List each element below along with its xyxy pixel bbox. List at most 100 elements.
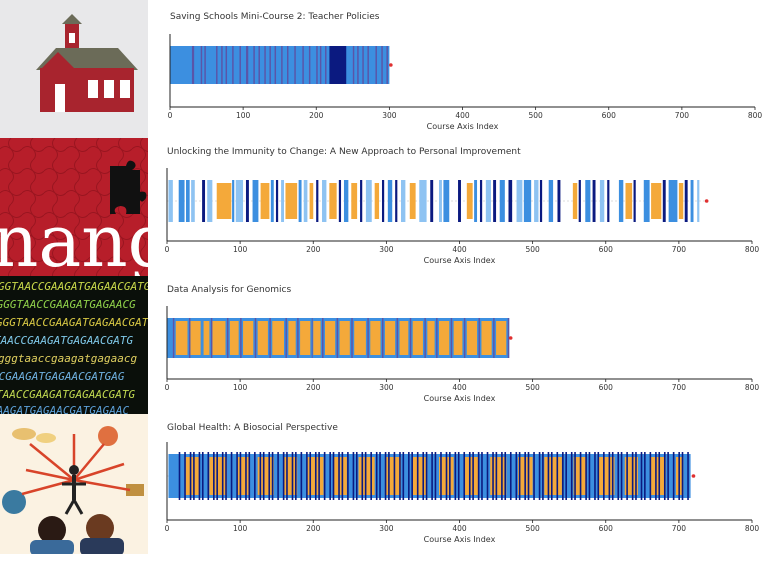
timeline-event-bar xyxy=(245,452,247,500)
timeline-event-bar xyxy=(655,452,657,500)
x-tick-label: 600 xyxy=(599,245,614,254)
timeline-segment-mid-blue xyxy=(443,180,450,222)
timeline-segment-purple xyxy=(507,318,510,358)
dna-line: GAAGATGAGAACGATGAGAAC xyxy=(0,404,129,414)
timeline-event-bar xyxy=(416,452,419,500)
timeline-segment-orange xyxy=(466,321,478,355)
timeline-segment-navy xyxy=(539,180,543,222)
timeline-event-bar xyxy=(239,452,242,500)
chart-title: Global Health: A Biosocial Perspective xyxy=(167,423,338,433)
timeline-event-bar xyxy=(384,452,387,500)
chart-saving-schools: Saving Schools Mini-Course 2: Teacher Po… xyxy=(168,12,763,131)
x-tick-label: 500 xyxy=(525,524,540,533)
timeline-event-bar xyxy=(626,452,628,500)
timeline-event-bar xyxy=(658,452,661,500)
timeline-event-bar xyxy=(620,452,623,500)
dna-line: gggtaaccgaagatgagaacg xyxy=(0,352,137,365)
timeline-segment-mid-blue xyxy=(474,180,478,222)
timeline-segment-navy xyxy=(684,180,688,222)
x-tick-label: 0 xyxy=(165,383,170,392)
timeline-segment-navy xyxy=(578,180,581,222)
timeline-segment-navy xyxy=(662,180,666,222)
chart-genomics: Data Analysis for Genomics 0 100 200 300 400 5… xyxy=(165,285,760,403)
timeline-event-bar xyxy=(501,452,503,500)
timeline-segment-purple xyxy=(254,318,257,358)
timeline-segment-navy xyxy=(395,180,398,222)
timeline-event-bar xyxy=(635,452,637,500)
timeline-event-bar xyxy=(434,452,437,500)
timeline-event-bar xyxy=(411,452,413,500)
timeline-segment-navy xyxy=(275,180,279,222)
timeline-event-bar xyxy=(347,452,349,500)
timeline-event-bar xyxy=(332,452,335,500)
timeline-segment-orange xyxy=(624,457,638,495)
timeline-event-bar xyxy=(527,452,530,500)
timeline-segment-orange xyxy=(309,183,314,219)
x-tick-label: 400 xyxy=(455,111,470,120)
timeline-event-bar xyxy=(422,452,425,500)
timeline-segment-purple xyxy=(367,46,369,84)
timeline-event-bar xyxy=(306,452,308,500)
timeline-event-bar xyxy=(282,452,285,500)
timeline-event-bar xyxy=(425,452,428,500)
chart-global-health: Global Health: A Biosocial Perspective 0 1… xyxy=(165,423,760,544)
timeline-event-bar xyxy=(323,452,326,500)
timeline-event-bar xyxy=(556,452,559,500)
timeline-segment-mid-blue xyxy=(690,180,694,222)
timeline-segment-light-blue xyxy=(419,180,427,222)
timeline-event-bar xyxy=(611,452,614,500)
timeline-event-bar xyxy=(472,452,474,500)
timeline-segment-orange xyxy=(237,457,249,495)
x-axis-label: Course Axis Index xyxy=(424,256,496,265)
timeline-segment-navy xyxy=(458,180,461,222)
timeline-segment-orange xyxy=(399,321,409,355)
timeline-event-bar xyxy=(457,452,460,500)
x-tick-label: 700 xyxy=(672,524,687,533)
timeline-segment-light-blue xyxy=(322,180,327,222)
timeline-event-bar xyxy=(364,452,367,500)
timeline-segment-purple xyxy=(204,46,206,84)
timeline-segment-mid-blue xyxy=(643,180,650,222)
timeline-segment-purple xyxy=(493,318,495,358)
timeline-segment-mid-blue xyxy=(387,180,393,222)
timeline-segment-purple xyxy=(450,318,453,358)
x-tick-label: 300 xyxy=(379,383,394,392)
timeline-segment-mid-blue xyxy=(170,46,390,84)
x-tick-label: 800 xyxy=(745,383,760,392)
timeline-segment-light-blue xyxy=(207,180,213,222)
dna-line: TAACCGAAGATGAGAACGATG xyxy=(0,388,135,401)
timeline-event-bar xyxy=(515,452,518,500)
timeline-segment-mid-blue xyxy=(618,180,624,222)
timeline-event-bar xyxy=(338,452,340,500)
timeline-event-bar xyxy=(588,452,591,500)
timeline-segment-purple xyxy=(463,318,466,358)
timeline-segment-purple xyxy=(253,46,255,84)
timeline-event-bar xyxy=(393,452,396,500)
timeline-segment-orange xyxy=(481,321,492,355)
timeline-segment-navy xyxy=(316,180,319,222)
timeline-event-bar xyxy=(481,452,483,500)
timeline-segment-light-blue xyxy=(534,180,539,222)
timeline-segment-orange xyxy=(544,457,562,495)
timeline-segment-orange xyxy=(313,321,321,355)
timeline-segment-light-blue xyxy=(281,180,284,222)
dna-line: GGGTAACCGAAGATGAGAACGAT xyxy=(0,316,148,329)
x-tick-label: 0 xyxy=(165,245,170,254)
timeline-segment-orange xyxy=(466,183,473,219)
timeline-segment-navy xyxy=(329,46,347,84)
timeline-event-bar xyxy=(388,452,390,500)
timeline-segment-orange xyxy=(288,321,296,355)
timeline-event-bar xyxy=(681,452,684,500)
timeline-event-bar xyxy=(314,452,317,500)
timeline-event-bar xyxy=(468,452,471,500)
timeline-segment-purple xyxy=(319,46,322,84)
timeline-segment-purple xyxy=(246,46,249,84)
timeline-segment-orange xyxy=(409,183,416,219)
timeline-event-bar xyxy=(454,452,457,500)
timeline-segment-orange xyxy=(324,321,336,355)
timeline-segment-navy xyxy=(607,180,610,222)
timeline-segment-orange xyxy=(300,321,311,355)
timeline-event-bar xyxy=(225,452,227,500)
timeline-event-bar xyxy=(640,452,643,500)
timeline-event-bar xyxy=(538,452,541,500)
